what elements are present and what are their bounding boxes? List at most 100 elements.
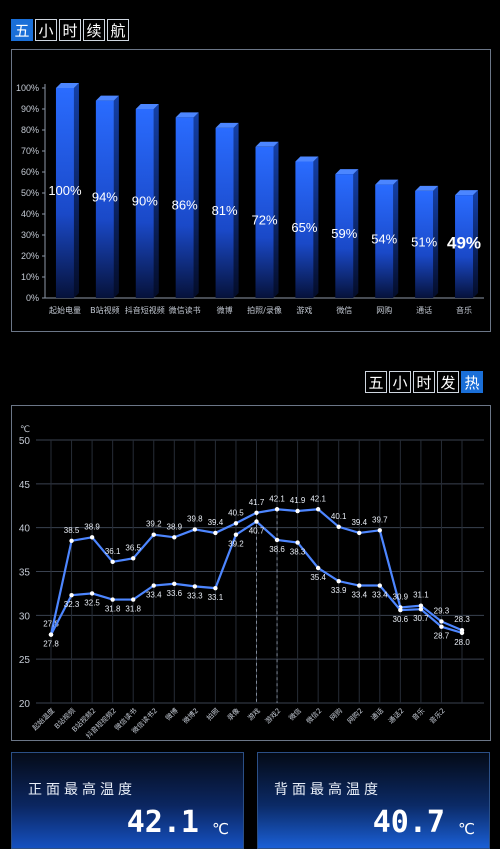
data-label: 39.4 [351, 518, 367, 527]
data-point [357, 530, 362, 536]
y-tick-label: 50 [19, 436, 31, 447]
y-tick-label: 30 [19, 611, 31, 622]
data-label: 42.1 [269, 494, 285, 503]
data-point [315, 507, 321, 512]
bar-value-label: 90% [132, 194, 158, 209]
y-tick-label: 100% [16, 83, 39, 93]
data-point [192, 584, 198, 589]
data-label: 39.2 [146, 520, 162, 529]
bar-value-label: 94% [92, 189, 118, 204]
data-label: 30.6 [393, 615, 409, 624]
y-tick-label: 80% [21, 125, 39, 135]
battery-title-char: 小 [35, 19, 57, 41]
data-point [172, 535, 177, 540]
bar-top [455, 190, 479, 196]
data-label: 38.9 [84, 522, 100, 531]
data-label: 33.6 [167, 589, 183, 598]
bar [215, 127, 234, 299]
data-label: 28.3 [454, 615, 470, 624]
data-label: 38.9 [167, 522, 183, 531]
data-label: 35.4 [310, 573, 326, 582]
bar-value-label: 100% [48, 183, 82, 198]
y-tick-label: 60% [21, 167, 39, 177]
bar-top [335, 169, 359, 175]
bar-top [295, 156, 319, 162]
data-label: 33.4 [372, 591, 388, 600]
x-tick-label: B站视频 [90, 305, 120, 315]
bar-value-label: 54% [371, 231, 397, 246]
bar-value-label: 51% [411, 234, 437, 249]
front-max-temp-value: 42.1 [126, 805, 199, 840]
data-point [336, 578, 341, 584]
bar-value-label: 81% [212, 203, 238, 218]
bar-side [433, 185, 439, 298]
data-label: 38.3 [290, 548, 306, 557]
back-max-temp-value: 40.7 [372, 805, 445, 840]
bar [95, 100, 114, 298]
bar-top [95, 95, 119, 101]
data-label: 30.9 [393, 592, 409, 601]
bar-side [193, 112, 199, 299]
data-label: 40.1 [331, 512, 347, 521]
bar-side [113, 95, 119, 298]
data-point [131, 556, 136, 561]
y-tick-label: 50% [21, 188, 39, 198]
bar-top [415, 185, 439, 191]
data-label: 39.8 [187, 514, 203, 523]
data-label: 40.5 [228, 508, 244, 517]
x-tick-label: 抖音短视频 [125, 305, 165, 315]
data-label: 39.2 [228, 540, 244, 549]
data-point [172, 581, 177, 586]
battery-title-char: 五 [11, 19, 33, 41]
data-label: 32.5 [84, 598, 100, 607]
data-label: 39.4 [208, 518, 224, 527]
data-point [418, 603, 424, 608]
data-label: 32.3 [64, 600, 80, 609]
data-point [110, 559, 115, 565]
bar-side [153, 104, 159, 298]
data-point [254, 510, 259, 515]
back-max-temp-card: 背面最高温度 40.7 ℃ [257, 752, 490, 849]
x-tick-label: 通话 [369, 706, 385, 722]
data-point [357, 583, 362, 588]
data-point [151, 583, 156, 588]
bar-top [215, 122, 239, 128]
x-tick-label: 网购2 [345, 706, 364, 725]
heat-chart-panel [11, 405, 491, 741]
battery-title: 五 小 时 续 航 [11, 19, 129, 41]
x-tick-label: 微博2 [181, 706, 200, 725]
bar-value-label: 65% [291, 220, 317, 235]
battery-chart-panel [11, 49, 491, 332]
data-point [233, 521, 239, 526]
heat-title-char: 热 [461, 371, 483, 393]
bar-top [135, 104, 159, 109]
bar [135, 109, 154, 298]
y-tick-label: 20 [19, 699, 31, 710]
x-tick-label: 微信 [336, 305, 352, 315]
data-point [377, 528, 382, 533]
x-tick-label: 微信读书 [169, 305, 201, 315]
data-label: 28.7 [434, 632, 450, 641]
bar-side [273, 141, 279, 298]
bar-top [175, 112, 199, 118]
y-tick-label: 40 [19, 524, 31, 535]
front-max-temp-label: 正面最高温度 [28, 782, 136, 798]
x-tick-label: 游戏2 [263, 706, 282, 725]
unit-label: ℃ [20, 425, 30, 435]
data-point [459, 630, 465, 636]
data-label: 30.7 [413, 614, 429, 623]
bar [255, 146, 274, 298]
x-tick-label: 游戏 [296, 305, 312, 315]
data-point [69, 592, 74, 598]
x-tick-label: 网购 [328, 706, 344, 722]
data-label: 38.6 [269, 545, 285, 554]
data-point [336, 524, 341, 529]
data-point [89, 591, 95, 596]
x-tick-label: 拍照 [205, 706, 221, 722]
data-label: 33.3 [187, 591, 203, 600]
data-point [192, 527, 198, 532]
data-label: 31.8 [105, 605, 121, 614]
heat-title: 五 小 时 发 热 [365, 371, 483, 393]
heat-title-char: 五 [365, 371, 387, 393]
